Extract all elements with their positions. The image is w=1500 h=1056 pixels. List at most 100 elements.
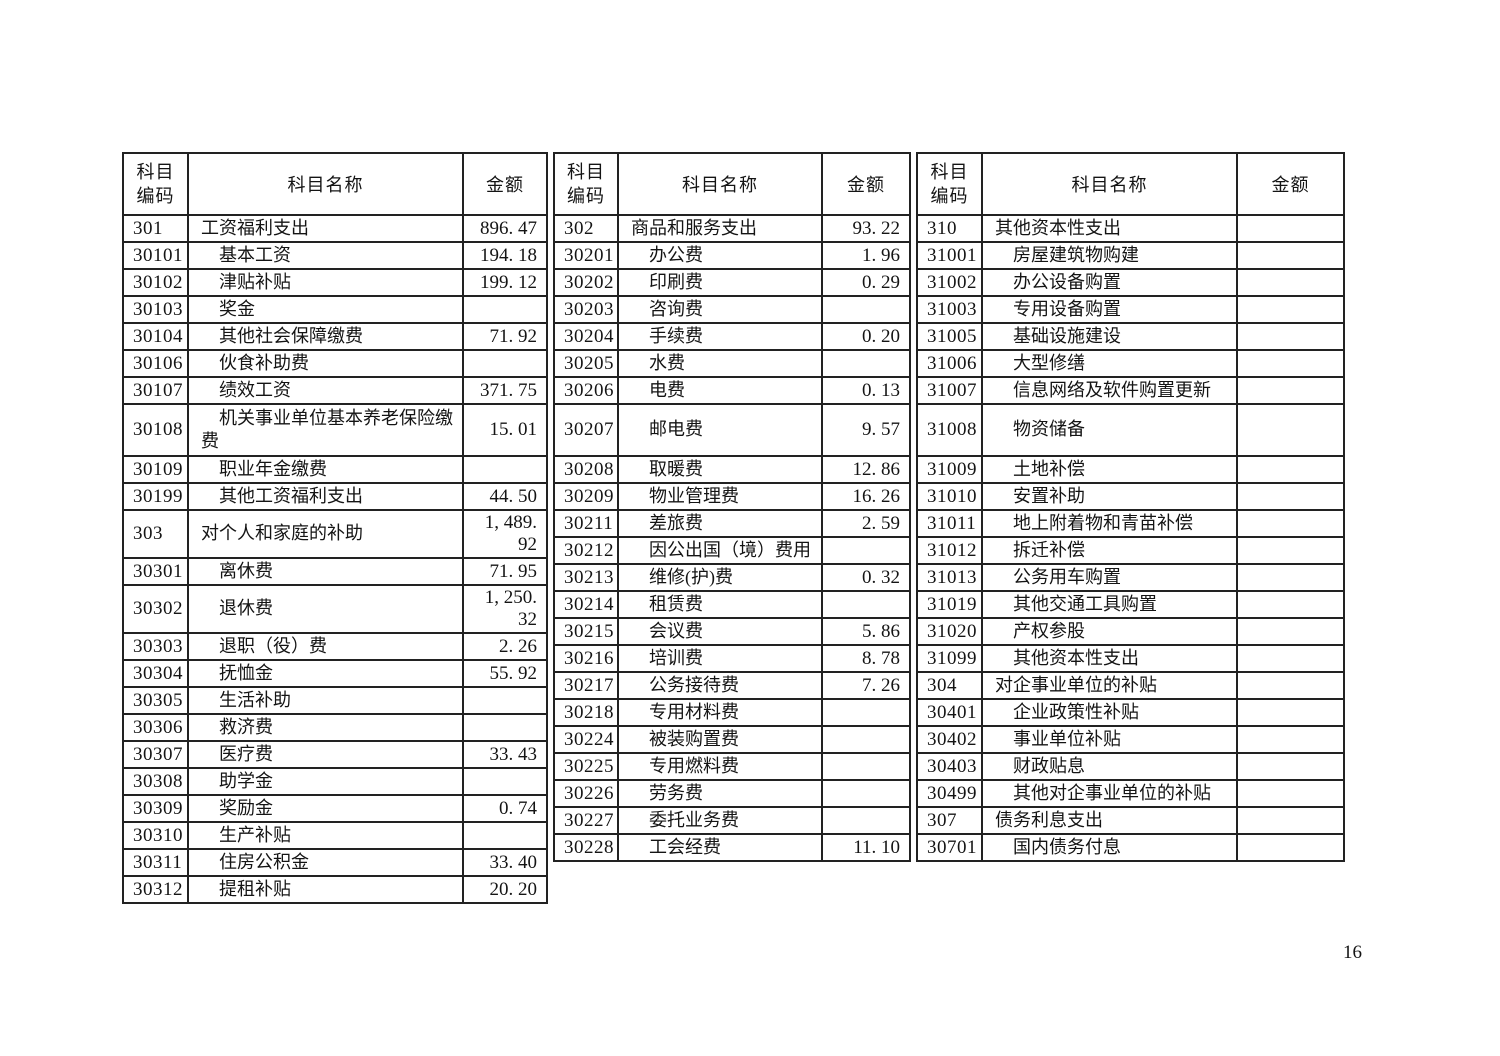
table-row: 30225 专用燃料费 [553,752,911,781]
subject-name-cell: 提租补贴 [187,875,464,904]
table-row: 30302 退休费 1, 250. 32 [122,584,548,634]
subject-name-cell: 信息网络及软件购置更新 [981,376,1238,405]
table-row: 30310 生产补贴 [122,821,548,850]
subject-name-cell: 工资福利支出 [187,214,464,243]
subject-code-cell: 30308 [122,767,189,796]
subject-code-cell: 31006 [916,349,983,378]
table-row: 307 债务利息支出 [916,806,1345,835]
amount-cell: 1, 489. 92 [462,509,548,559]
amount-cell [1236,698,1345,727]
subject-code-cell: 30304 [122,659,189,688]
table-row: 30205 水费 [553,349,911,378]
amount-cell [462,295,548,324]
subject-table-right: 科目 编码 科目名称 金额 310 其他资本性支出 31001 房屋建筑物购建 3100… [916,152,1345,862]
table-row: 30214 租赁费 [553,590,911,619]
subject-name-cell: 生活补助 [187,686,464,715]
table-row: 30103 奖金 [122,295,548,324]
subject-name-cell: 水费 [617,349,823,378]
amount-cell [1236,617,1345,646]
subject-code-cell: 30211 [553,509,619,538]
subject-name-cell: 生产补贴 [187,821,464,850]
table-row: 30307 医疗费 33. 43 [122,740,548,769]
table-row: 31013 公务用车购置 [916,563,1345,592]
subject-code-cell: 30312 [122,875,189,904]
subject-code-cell: 310 [916,214,983,243]
subject-name-cell: 邮电费 [617,403,823,457]
subject-name-cell: 离休费 [187,557,464,586]
table-row: 30403 财政贴息 [916,752,1345,781]
table-row: 30101 基本工资 194. 18 [122,241,548,270]
amount-cell: 0. 74 [462,794,548,823]
subject-name-cell: 债务利息支出 [981,806,1238,835]
subject-name-cell: 国内债务付息 [981,833,1238,862]
subject-code-cell: 30215 [553,617,619,646]
subject-code-cell: 30209 [553,482,619,511]
table-row: 30228 工会经费 11. 10 [553,833,911,862]
table-row: 30102 津贴补贴 199. 12 [122,268,548,297]
subject-name-cell: 其他资本性支出 [981,214,1238,243]
table-row: 30212 因公出国（境）费用 [553,536,911,565]
table-row: 30201 办公费 1. 96 [553,241,911,270]
subject-code-cell: 30203 [553,295,619,324]
subject-name-cell: 印刷费 [617,268,823,297]
subject-name-cell: 奖励金 [187,794,464,823]
subject-name-cell: 专用燃料费 [617,752,823,781]
subject-name-cell: 房屋建筑物购建 [981,241,1238,270]
subject-code-cell: 307 [916,806,983,835]
subject-name-cell: 对企事业单位的补贴 [981,671,1238,700]
amount-cell [1236,322,1345,351]
amount-cell [821,590,911,619]
subject-name-cell: 机关事业单位基本养老保险缴费 [187,403,464,457]
amount-cell [1236,349,1345,378]
amount-cell: 11. 10 [821,833,911,862]
amount-cell [462,455,548,484]
table-row: 31008 物资储备 [916,403,1345,457]
subject-code-cell: 30213 [553,563,619,592]
table-row: 30305 生活补助 [122,686,548,715]
col-header-subject-code: 科目 编码 [122,152,189,216]
subject-code-cell: 30224 [553,725,619,754]
subject-name-cell: 奖金 [187,295,464,324]
col-header-subject-code: 科目 编码 [916,152,983,216]
subject-code-cell: 30106 [122,349,189,378]
subject-name-cell: 电费 [617,376,823,405]
subject-code-cell: 31007 [916,376,983,405]
amount-cell [1236,752,1345,781]
subject-table-left: 科目 编码 科目名称 金额 301 工资福利支出 896. 47 30101 基本工资 1… [122,152,548,904]
amount-cell: 44. 50 [462,482,548,511]
subject-name-cell: 咨询费 [617,295,823,324]
subject-name-cell: 因公出国（境）费用 [617,536,823,565]
subject-code-cell: 30403 [916,752,983,781]
subject-code-cell: 30102 [122,268,189,297]
table-row: 30306 救济费 [122,713,548,742]
amount-cell: 71. 95 [462,557,548,586]
subject-name-cell: 物业管理费 [617,482,823,511]
amount-cell [1236,833,1345,862]
amount-cell: 0. 32 [821,563,911,592]
amount-cell [462,686,548,715]
table-row: 30226 劳务费 [553,779,911,808]
subject-name-cell: 被装购置费 [617,725,823,754]
subject-name-cell: 企业政策性补贴 [981,698,1238,727]
subject-code-cell: 31009 [916,455,983,484]
amount-cell [1236,509,1345,538]
subject-code-cell: 30107 [122,376,189,405]
amount-cell: 15. 01 [462,403,548,457]
subject-name-cell: 助学金 [187,767,464,796]
subject-name-cell: 公务接待费 [617,671,823,700]
subject-name-cell: 拆迁补偿 [981,536,1238,565]
subject-name-cell: 绩效工资 [187,376,464,405]
col-header-subject-name: 科目名称 [617,152,823,216]
subject-code-cell: 30309 [122,794,189,823]
subject-code-cell: 31011 [916,509,983,538]
subject-name-cell: 津贴补贴 [187,268,464,297]
amount-cell: 55. 92 [462,659,548,688]
header-row: 科目 编码 科目名称 金额 [122,152,548,216]
amount-cell [1236,295,1345,324]
subject-name-cell: 大型修缮 [981,349,1238,378]
table-row: 302 商品和服务支出 93. 22 [553,214,911,243]
amount-cell [1236,779,1345,808]
subject-code-cell: 30214 [553,590,619,619]
table-row: 30107 绩效工资 371. 75 [122,376,548,405]
subject-code-cell: 304 [916,671,983,700]
